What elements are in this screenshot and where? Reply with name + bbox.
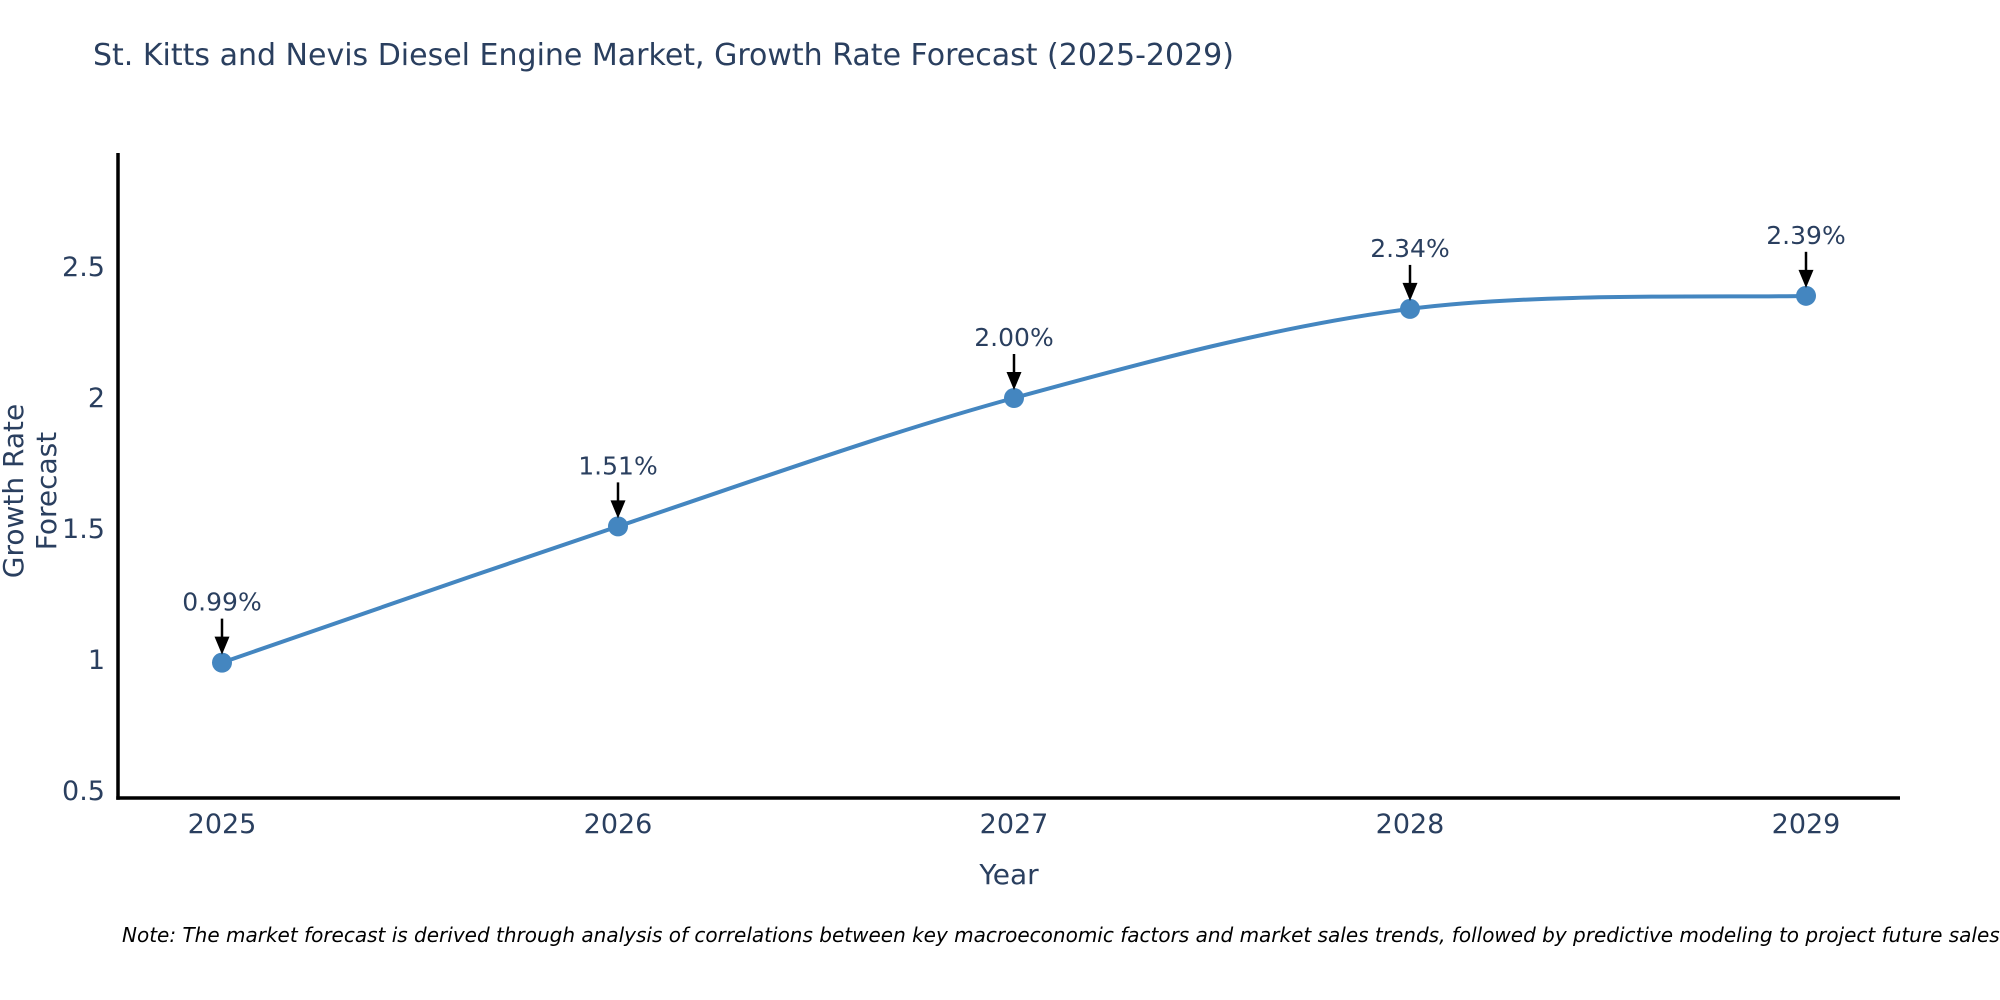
data-point-marker	[212, 652, 232, 673]
annotation-arrowhead	[610, 500, 626, 519]
annotation-label: 0.99%	[182, 588, 261, 617]
data-point-marker	[1004, 388, 1024, 408]
y-tick-label: 0.5	[62, 776, 105, 807]
data-point-marker	[1400, 298, 1420, 319]
annotation-label: 2.39%	[1766, 221, 1845, 250]
y-tick-label: 2	[88, 383, 105, 414]
y-tick-label: 1.5	[62, 514, 105, 545]
annotation-label: 2.34%	[1370, 234, 1449, 263]
data-point-marker	[608, 516, 628, 537]
annotation-label: 1.51%	[578, 451, 657, 480]
footnote: Note: The market forecast is derived thr…	[122, 923, 2000, 947]
annotation-arrowhead	[214, 636, 230, 655]
x-tick-label: 2026	[584, 809, 653, 840]
y-tick-label: 1	[88, 645, 105, 676]
y-axis-title: Growth Rate Forecast	[0, 403, 63, 579]
y-tick-label: 2.5	[62, 252, 105, 283]
x-tick-label: 2025	[188, 809, 257, 840]
annotation-arrowhead	[1798, 269, 1814, 288]
annotation-arrowhead	[1402, 282, 1418, 301]
x-tick-label: 2028	[1376, 809, 1445, 840]
x-axis-title: Year	[979, 858, 1039, 891]
annotation-arrowhead	[1006, 372, 1022, 390]
annotation-label: 2.00%	[974, 323, 1053, 352]
chart-title: St. Kitts and Nevis Diesel Engine Market…	[93, 38, 1234, 73]
data-point-marker	[1796, 285, 1816, 306]
x-tick-label: 2029	[1772, 809, 1841, 840]
x-tick-label: 2027	[980, 809, 1049, 840]
